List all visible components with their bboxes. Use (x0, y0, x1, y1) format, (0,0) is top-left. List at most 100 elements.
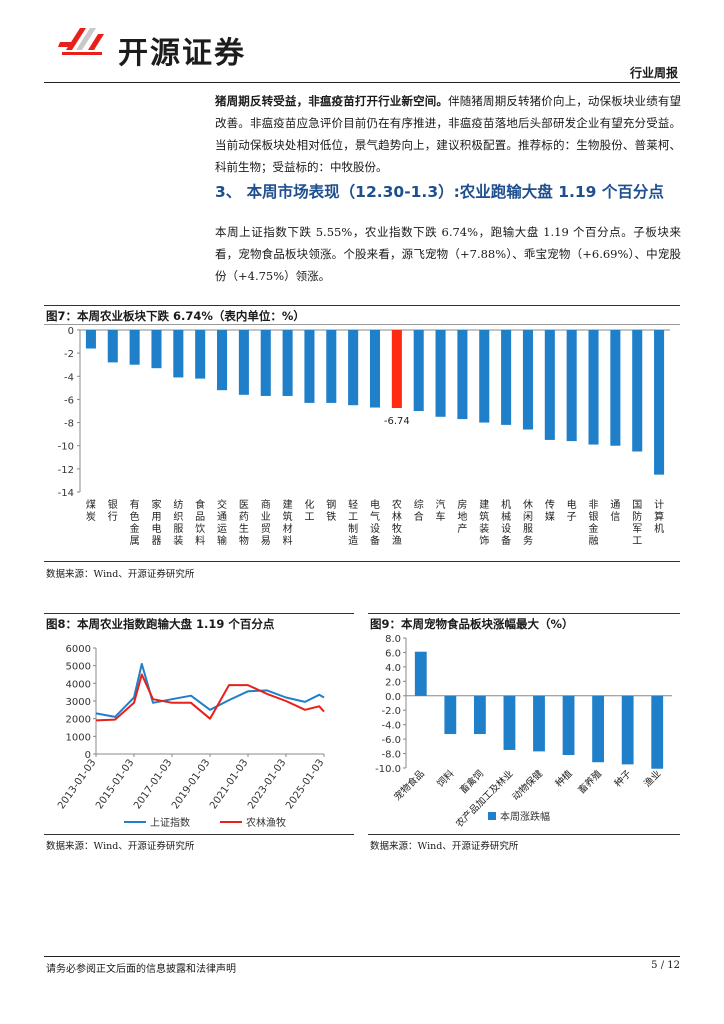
fig7-x-tick-label: 汽车 (436, 498, 446, 523)
fig7-bar (501, 330, 512, 425)
fig9-bar (473, 695, 486, 735)
intro-text: 伴随猪周期反转猪价向上，动保板块业绩有望改善。非瘟疫苗应急评价目前仍在有序推进，… (215, 94, 681, 174)
intro-bold-lead: 猪周期反转受益，非瘟疫苗打开行业新空间。 (215, 94, 449, 108)
fig7-y-tick-label: -4 (64, 372, 74, 383)
fig7-bar (391, 330, 402, 408)
fig7-bar (326, 330, 337, 403)
fig7-bar (217, 330, 228, 391)
fig7-x-tick-label: 银行 (108, 498, 118, 523)
fig9-bar (444, 695, 457, 735)
fig7-bar (654, 330, 665, 475)
fig7-bar (195, 330, 206, 379)
fig7-x-tick-label: 农林牧渔 (392, 498, 402, 547)
fig8-y-tick-label: 4000 (66, 679, 91, 690)
fig9-bottom-rule (368, 834, 680, 835)
fig7-bar (435, 330, 446, 417)
fig8-y-tick-label: 6000 (66, 644, 91, 655)
fig7-bar (238, 330, 249, 395)
fig7-x-tick-label: 交通运输 (217, 498, 227, 547)
fig7-x-tick-label: 房地产 (457, 498, 467, 535)
fig7-x-tick-label: 电子 (567, 498, 577, 523)
fig7-x-tick-label: 钢铁 (326, 498, 336, 523)
fig7-x-tick-label: 电气设备 (370, 498, 380, 547)
fig7-x-tick-label: 非银金融 (589, 499, 599, 547)
brand-logo (58, 20, 114, 60)
section-paragraph: 本周上证指数下跌 5.55%，农业指数下跌 6.74%，跑输大盘 1.19 个百… (215, 225, 681, 283)
fig8-source: 数据来源：Wind、开源证券研究所 (46, 841, 195, 852)
fig7-bar (544, 330, 555, 440)
fig8-bottom-rule (44, 834, 354, 835)
fig9-chart: 8.06.04.02.00.0-2.0-4.0-6.0-8.0-10.0宠物食品… (375, 634, 672, 830)
fig7-bar (304, 330, 315, 403)
header-rule (44, 82, 680, 83)
fig9-x-tick-label: 畜禽饲 (457, 768, 486, 797)
fig8-y-tick-label: 3000 (66, 697, 91, 708)
fig7-y-tick-label: -12 (58, 465, 74, 476)
fig7-source: 数据来源：Wind、开源证券研究所 (46, 569, 195, 580)
fig9-bar (503, 695, 516, 750)
fig7-x-tick-label: 有色金属 (130, 498, 140, 547)
fig8-y-tick-label: 5000 (66, 662, 91, 673)
fig8-x-tick-label: 2019-01-03 (170, 757, 212, 811)
fig9-x-tick-label: 畜养殖 (576, 767, 605, 796)
fig7-bar (260, 330, 271, 396)
fig7-x-tick-label: 医药生物 (239, 499, 249, 547)
fig7-highlight-label: -6.74 (384, 416, 410, 427)
fig8-series-line (95, 673, 325, 722)
fig9-bar (533, 695, 545, 752)
fig7-x-tick-label: 通信 (610, 499, 620, 523)
fig7-title-rule (44, 324, 680, 325)
fig8-x-tick-label: 2023-01-03 (246, 757, 288, 811)
fig7-x-tick-label: 国防军工 (632, 499, 642, 547)
fig7-y-tick-label: -2 (64, 349, 74, 360)
fig7-bar (413, 330, 424, 411)
fig9-bar (562, 695, 575, 755)
fig7-x-tick-label: 建筑材料 (283, 498, 293, 547)
intro-paragraph: 猪周期反转受益，非瘟疫苗打开行业新空间。伴随猪周期反转猪价向上，动保板块业绩有望… (215, 90, 681, 178)
fig8-title: 图8：本周农业指数跑输大盘 1.19 个百分点 (46, 617, 275, 631)
fig7-bar (369, 330, 381, 408)
fig9-source: 数据来源：Wind、开源证券研究所 (370, 841, 519, 852)
fig9-y-tick-label: 8.0 (385, 634, 401, 645)
fig7-x-tick-label: 休闲服务 (523, 499, 533, 547)
fig7-bar (632, 330, 643, 452)
fig7-bar (566, 330, 577, 442)
fig9-bar (621, 695, 634, 765)
fig7-bar (129, 330, 140, 365)
fig8-x-tick-label: 2017-01-03 (132, 757, 174, 811)
fig7-bar (348, 330, 359, 406)
fig7-x-tick-label: 综合 (414, 498, 424, 523)
report-type: 行业周报 (629, 66, 678, 80)
fig7-bar (479, 330, 490, 423)
fig7-x-tick-label: 轻工制造 (348, 498, 358, 547)
fig7-x-tick-label: 化工 (304, 498, 314, 523)
fig8-legend-label: 上证指数 (150, 816, 190, 829)
fig9-legend-swatch (488, 812, 496, 820)
fig9-bar (592, 695, 605, 763)
fig7-x-tick-label: 商业贸易 (261, 498, 271, 547)
fig7-y-tick-label: -10 (58, 442, 74, 453)
fig9-y-tick-label: 4.0 (385, 663, 401, 674)
fig9-y-tick-label: 6.0 (385, 648, 401, 659)
fig9-top-rule (368, 613, 680, 614)
fig9-x-tick-label: 动物保健 (510, 767, 546, 803)
fig7-x-tick-label: 纺织服装 (173, 498, 183, 547)
fig9-legend-label: 本周涨跌幅 (500, 810, 550, 823)
fig7-x-tick-label: 计算机 (654, 498, 664, 535)
fig8-y-tick-label: 0 (85, 750, 91, 761)
fig7-y-tick-label: -14 (58, 488, 74, 499)
fig8-x-tick-label: 2013-01-03 (56, 757, 98, 811)
fig9-y-tick-label: -4.0 (381, 721, 401, 732)
fig7-bar (107, 330, 118, 363)
fig9-title: 图9：本周宠物食品板块涨幅最大（%） (370, 617, 574, 631)
fig8-top-rule (44, 613, 354, 614)
fig7-x-tick-label: 食品饮料 (195, 498, 205, 547)
fig7-bar (173, 330, 184, 378)
fig9-y-tick-label: 0.0 (385, 692, 401, 703)
footer-rule (44, 956, 680, 957)
page-number: 5 / 12 (651, 960, 680, 971)
fig7-x-tick-label: 建筑装饰 (479, 498, 489, 547)
fig9-bar (651, 695, 664, 769)
fig7-bottom-rule (44, 561, 680, 562)
footer-disclaimer: 请务必参阅正文后面的信息披露和法律声明 (46, 964, 236, 975)
